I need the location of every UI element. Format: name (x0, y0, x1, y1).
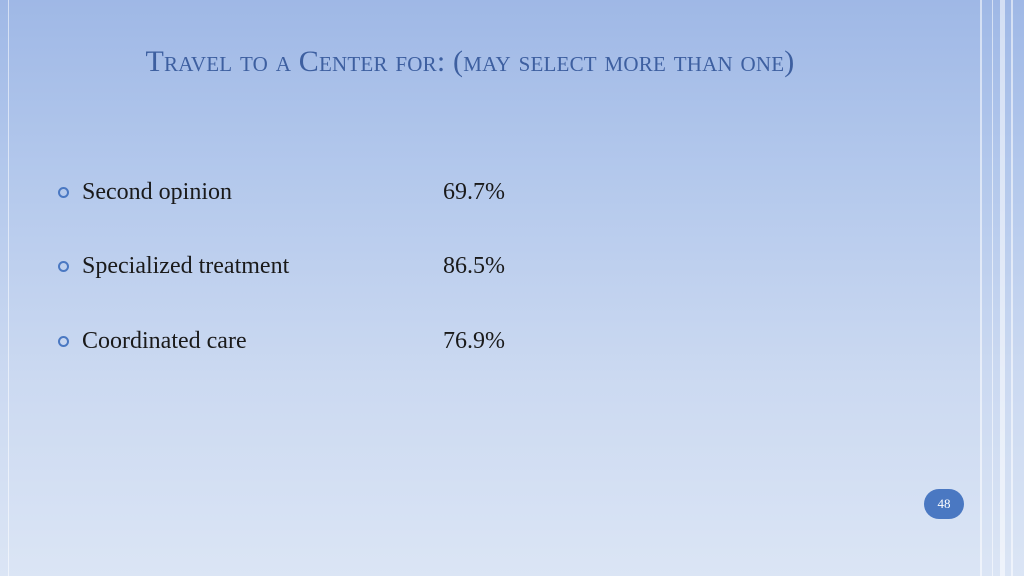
right-border-lines (978, 0, 1024, 576)
left-border-line (8, 0, 9, 576)
circle-bullet-icon (58, 335, 69, 347)
item-value: 76.9% (443, 327, 505, 354)
circle-bullet-icon (58, 186, 69, 198)
circle-bullet-icon (58, 261, 69, 272)
list-item: Second opinion 69.7% (58, 168, 505, 216)
item-label: Specialized treatment (82, 253, 290, 279)
item-label: Second opinion (82, 178, 232, 205)
item-value: 69.7% (443, 178, 505, 205)
item-label: Coordinated care (82, 327, 247, 354)
item-value: 86.5% (443, 253, 505, 279)
page-number-badge: 48 (924, 489, 964, 519)
list-item: Specialized treatment 86.5% (58, 243, 505, 291)
list-item: Coordinated care 76.9% (58, 317, 505, 365)
bullet-list: Second opinion 69.7% Specialized treatme… (58, 168, 505, 392)
slide-title: Travel to a Center for: (may select more… (145, 45, 795, 78)
